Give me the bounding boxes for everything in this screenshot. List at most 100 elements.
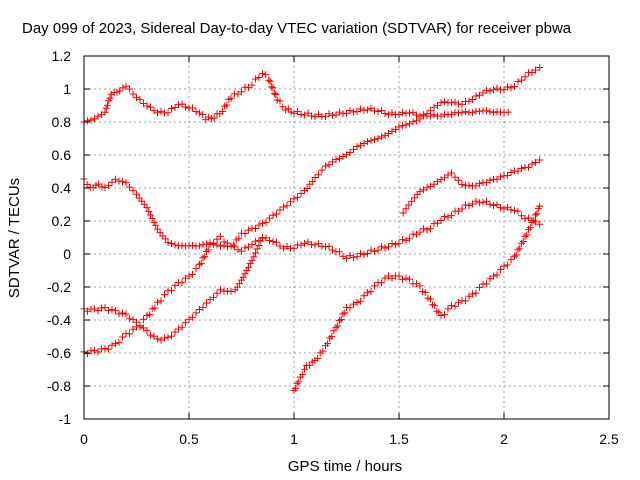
plot-frame — [83, 55, 610, 420]
data-point — [151, 304, 159, 312]
data-point — [84, 350, 91, 358]
data-point — [441, 98, 448, 106]
data-point — [283, 202, 291, 210]
data-point — [161, 291, 168, 299]
data-point — [146, 311, 154, 319]
data-point — [490, 86, 497, 94]
data-point — [518, 239, 525, 247]
data-point — [507, 84, 515, 92]
data-point — [230, 241, 238, 249]
data-point — [472, 92, 480, 100]
data-point — [360, 292, 368, 300]
data-point — [525, 225, 532, 233]
data-point — [119, 309, 126, 317]
data-point — [276, 97, 284, 105]
data-point — [265, 76, 273, 84]
data-point — [444, 305, 452, 313]
data-point — [378, 279, 385, 287]
data-point — [140, 315, 147, 323]
data-point — [259, 70, 266, 78]
data-point — [423, 184, 431, 192]
data-point — [536, 156, 544, 164]
data-point — [430, 103, 438, 111]
data-point — [269, 84, 277, 92]
data-point — [329, 246, 336, 254]
data-point — [301, 365, 308, 373]
data-point — [441, 213, 448, 221]
data-point — [516, 244, 524, 252]
data-point — [303, 185, 311, 193]
data-point — [175, 101, 182, 109]
data-point — [406, 109, 413, 117]
series-1 — [80, 70, 512, 126]
data-point — [129, 187, 137, 195]
data-point — [423, 110, 431, 118]
data-point — [255, 74, 263, 82]
data-point — [220, 238, 228, 246]
data-point — [101, 303, 109, 311]
data-point — [441, 311, 448, 319]
data-point — [290, 195, 298, 203]
data-point — [486, 200, 494, 208]
data-point — [514, 77, 522, 85]
data-point — [437, 312, 445, 320]
data-point — [280, 244, 287, 252]
x-tick-label: 0 — [80, 431, 88, 447]
data-point — [259, 219, 266, 227]
data-point — [304, 109, 312, 117]
y-tick-label: -0.2 — [47, 279, 71, 295]
data-point — [161, 334, 168, 342]
data-point — [262, 71, 270, 79]
data-point — [133, 94, 140, 102]
data-point — [122, 179, 130, 187]
data-point — [511, 206, 518, 214]
data-point — [420, 112, 427, 120]
data-point — [437, 217, 445, 225]
data-point — [532, 218, 539, 226]
data-point — [213, 235, 221, 243]
x-axis-label: GPS time / hours — [288, 458, 402, 475]
data-point — [437, 99, 445, 107]
data-point — [346, 106, 354, 114]
data-point — [101, 108, 109, 116]
data-point — [196, 109, 203, 117]
series-3 — [80, 234, 266, 344]
data-point — [360, 139, 368, 147]
data-point — [388, 109, 396, 117]
data-point — [448, 302, 455, 310]
data-point — [104, 101, 112, 109]
data-points — [80, 64, 544, 394]
y-tick-label: 0.2 — [52, 213, 72, 229]
data-point — [360, 251, 368, 259]
data-point — [448, 212, 455, 220]
data-point — [233, 283, 241, 291]
y-tick-label: 0.4 — [52, 180, 72, 196]
data-point — [381, 244, 389, 252]
data-point — [371, 136, 378, 144]
data-point — [364, 249, 371, 257]
data-point — [311, 241, 319, 249]
data-point — [532, 211, 539, 219]
data-point — [122, 82, 130, 90]
data-point — [472, 289, 480, 297]
data-point — [395, 240, 403, 248]
data-point — [314, 354, 322, 362]
data-point — [322, 113, 329, 121]
data-point — [536, 64, 544, 72]
data-point — [203, 240, 210, 248]
data-point — [486, 87, 494, 95]
data-point — [451, 302, 459, 310]
data-point — [507, 256, 515, 264]
data-point — [248, 241, 256, 249]
data-point — [189, 270, 196, 278]
data-point — [248, 81, 256, 89]
data-point — [322, 162, 329, 170]
data-point — [108, 341, 116, 349]
data-point — [490, 272, 497, 280]
data-point — [175, 325, 182, 333]
data-point — [374, 246, 382, 254]
data-point — [238, 88, 245, 96]
data-point — [168, 239, 175, 247]
data-point — [504, 108, 512, 116]
